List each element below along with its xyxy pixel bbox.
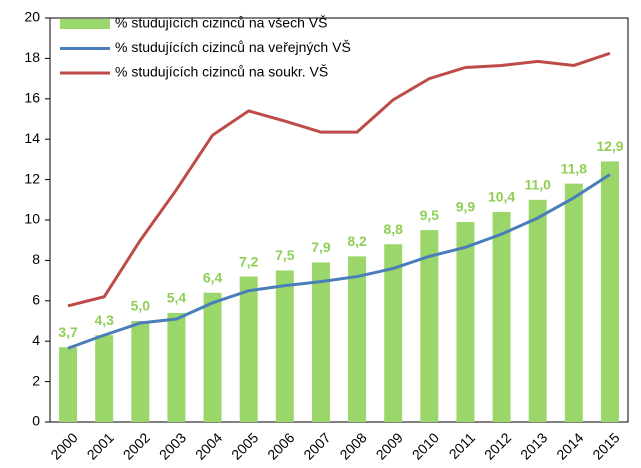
legend-entry: % studujících cizinců na veřejných VŠ	[60, 39, 351, 55]
bar	[239, 276, 258, 422]
y-tick-label: 6	[32, 292, 40, 308]
bar	[384, 244, 403, 422]
legend-swatch	[60, 19, 110, 29]
legend-label: % studujících cizinců na veřejných VŠ	[115, 39, 351, 55]
y-tick-label: 4	[32, 332, 40, 348]
line	[67, 173, 611, 350]
legend-entry: % studujících cizinců na soukr. VŠ	[60, 64, 328, 80]
bar	[600, 161, 619, 423]
bar	[311, 262, 330, 422]
data-label: 9,9	[456, 199, 476, 215]
legend-label: % studujících cizinců na všech VŠ	[115, 15, 327, 31]
bar	[275, 270, 294, 422]
y-tick-label: 10	[24, 211, 40, 227]
line	[67, 51, 611, 308]
bar	[564, 183, 583, 422]
data-label: 11,0	[524, 177, 551, 193]
data-label: 12,9	[596, 138, 623, 154]
y-tick-label: 12	[24, 170, 40, 186]
bar	[348, 256, 367, 422]
data-label: 5,4	[167, 290, 187, 306]
bar	[95, 335, 114, 422]
data-label: 8,2	[347, 233, 367, 249]
data-label: 7,5	[275, 247, 295, 263]
bar	[59, 347, 78, 422]
y-tick-label: 2	[32, 372, 40, 388]
y-tick-label: 8	[32, 251, 40, 267]
bar	[456, 222, 475, 422]
bar	[167, 312, 186, 422]
bar	[528, 199, 547, 422]
y-tick-label: 16	[24, 90, 40, 106]
y-tick-label: 14	[24, 130, 40, 146]
bar	[131, 321, 150, 422]
y-tick-label: 0	[32, 413, 40, 429]
data-label: 7,2	[239, 253, 259, 269]
data-label: 9,5	[420, 207, 440, 223]
data-label: 11,8	[561, 160, 588, 176]
data-label: 4,3	[94, 312, 114, 328]
data-label: 6,4	[203, 269, 223, 285]
bar	[420, 230, 439, 422]
bar	[492, 211, 511, 422]
legend-label: % studujících cizinců na soukr. VŠ	[115, 64, 328, 80]
data-label: 8,8	[383, 221, 403, 237]
data-label: 7,9	[311, 239, 331, 255]
y-tick-label: 18	[24, 49, 40, 65]
data-label: 10,4	[488, 189, 515, 205]
data-label: 5,0	[131, 298, 151, 314]
bar	[203, 292, 222, 422]
y-tick-label: 20	[24, 9, 40, 25]
data-label: 3,7	[58, 324, 78, 340]
legend-entry: % studujících cizinců na všech VŠ	[60, 15, 327, 31]
